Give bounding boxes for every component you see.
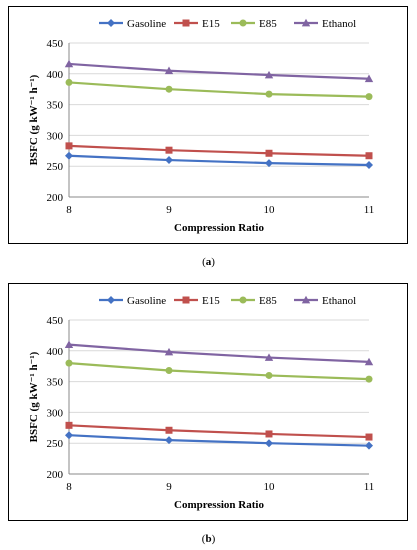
x-tick-label: 11 — [364, 481, 375, 493]
legend-label-e85: E85 — [259, 18, 277, 30]
x-tick-label: 10 — [264, 481, 276, 493]
series-line-e85 — [68, 81, 370, 98]
caption-a-open: ( — [202, 256, 206, 268]
data-point-ethanol — [164, 66, 174, 75]
data-point-gasoline — [365, 441, 373, 450]
y-tick-label: 250 — [47, 161, 64, 173]
data-point-e15 — [365, 152, 373, 160]
data-point-ethanol — [64, 59, 74, 68]
x-tick-label: 9 — [166, 204, 172, 216]
legend-marker-e15 — [182, 296, 190, 304]
data-point-gasoline — [165, 436, 173, 445]
legend-label-e15: E15 — [202, 18, 220, 30]
y-tick-label: 200 — [47, 192, 64, 204]
x-tick-label: 8 — [66, 204, 72, 216]
y-axis-title: BSFC (g kW⁻¹ h⁻¹) — [28, 74, 40, 165]
y-tick-label: 400 — [47, 69, 64, 81]
legend-label-e85: E85 — [259, 295, 277, 307]
series-line-gasoline — [68, 434, 370, 447]
legend-marker-e85 — [239, 296, 247, 304]
series-line-e85 — [68, 362, 370, 381]
legend-marker-gasoline — [107, 296, 115, 304]
data-point-ethanol — [264, 353, 274, 361]
data-point-e85 — [265, 90, 273, 98]
y-tick-label: 200 — [47, 469, 64, 481]
series-line-gasoline — [68, 154, 370, 167]
data-point-gasoline — [265, 439, 273, 448]
data-point-ethanol — [364, 357, 374, 366]
data-point-e15 — [165, 426, 173, 434]
data-point-e85 — [65, 78, 73, 86]
y-tick-label: 450 — [47, 315, 64, 327]
legend-label-ethanol: Ethanol — [322, 295, 356, 307]
y-tick-label: 300 — [47, 130, 64, 142]
y-tick-label: 350 — [47, 377, 64, 389]
caption-a: (a) — [0, 256, 417, 268]
x-tick-label: 8 — [66, 481, 72, 493]
data-point-e85 — [165, 367, 173, 375]
data-point-e15 — [365, 433, 373, 441]
y-tick-label: 300 — [47, 407, 64, 419]
y-tick-label: 400 — [47, 346, 64, 358]
x-axis-title: Compression Ratio — [174, 499, 264, 511]
caption-b-open: ( — [201, 533, 206, 545]
data-point-gasoline — [265, 159, 273, 168]
y-tick-label: 350 — [47, 100, 64, 112]
data-point-e85 — [265, 371, 273, 379]
x-axis-title: Compression Ratio — [174, 222, 264, 234]
data-point-e15 — [65, 142, 73, 150]
series-line-e15 — [68, 144, 370, 157]
data-point-e85 — [365, 93, 373, 101]
data-point-e15 — [265, 149, 273, 157]
data-point-e15 — [165, 146, 173, 154]
data-point-e85 — [165, 85, 173, 93]
data-point-ethanol — [64, 340, 74, 348]
chart-panel-a: 200 250 300 350 400 450 8 9 10 11 Compression Rati… — [8, 6, 408, 244]
data-point-ethanol — [264, 70, 274, 79]
legend-label-e15: E15 — [202, 295, 220, 307]
caption-b-letter: b — [205, 533, 212, 545]
data-point-gasoline — [65, 431, 73, 440]
legend-label-gasoline: Gasoline — [127, 18, 166, 30]
x-tick-label: 11 — [364, 204, 375, 216]
bsfc-chart-a: 200 250 300 350 400 450 8 9 10 11 Compression Rati… — [28, 18, 375, 234]
data-point-e15 — [65, 421, 73, 429]
data-point-gasoline — [365, 160, 373, 169]
series-line-ethanol — [68, 62, 370, 80]
data-point-e15 — [265, 430, 273, 438]
legend-marker-gasoline — [107, 19, 115, 27]
legend-marker-ethanol — [301, 18, 311, 27]
data-point-ethanol — [364, 74, 374, 83]
legend-marker-ethanol — [301, 295, 311, 304]
data-point-e85 — [365, 375, 373, 383]
caption-a-close: ) — [211, 256, 215, 268]
data-point-gasoline — [65, 151, 73, 160]
legend-label-ethanol: Ethanol — [322, 18, 356, 30]
x-tick-label: 10 — [264, 204, 276, 216]
y-axis-title: BSFC (g kW⁻¹ h⁻¹) — [28, 351, 40, 442]
legend-marker-e15 — [182, 19, 190, 27]
data-point-ethanol — [164, 347, 174, 356]
caption-a-letter: a — [205, 256, 212, 268]
caption-b: (b) — [0, 533, 417, 545]
caption-b-close: ) — [211, 533, 216, 545]
y-tick-label: 250 — [47, 438, 64, 450]
series-line-e15 — [68, 424, 370, 439]
bsfc-chart-b: 200 250 300 350 400 450 8 9 10 11 Compression Rati… — [28, 295, 375, 511]
chart-panel-b: 200 250 300 350 400 450 8 9 10 11 Compression Rati… — [8, 283, 408, 521]
series-line-ethanol — [68, 343, 370, 363]
legend-label-gasoline: Gasoline — [127, 295, 166, 307]
data-point-gasoline — [165, 156, 173, 165]
data-point-e85 — [65, 359, 73, 367]
legend-marker-e85 — [239, 19, 247, 27]
x-tick-label: 9 — [166, 481, 172, 493]
y-tick-label: 450 — [47, 38, 64, 50]
